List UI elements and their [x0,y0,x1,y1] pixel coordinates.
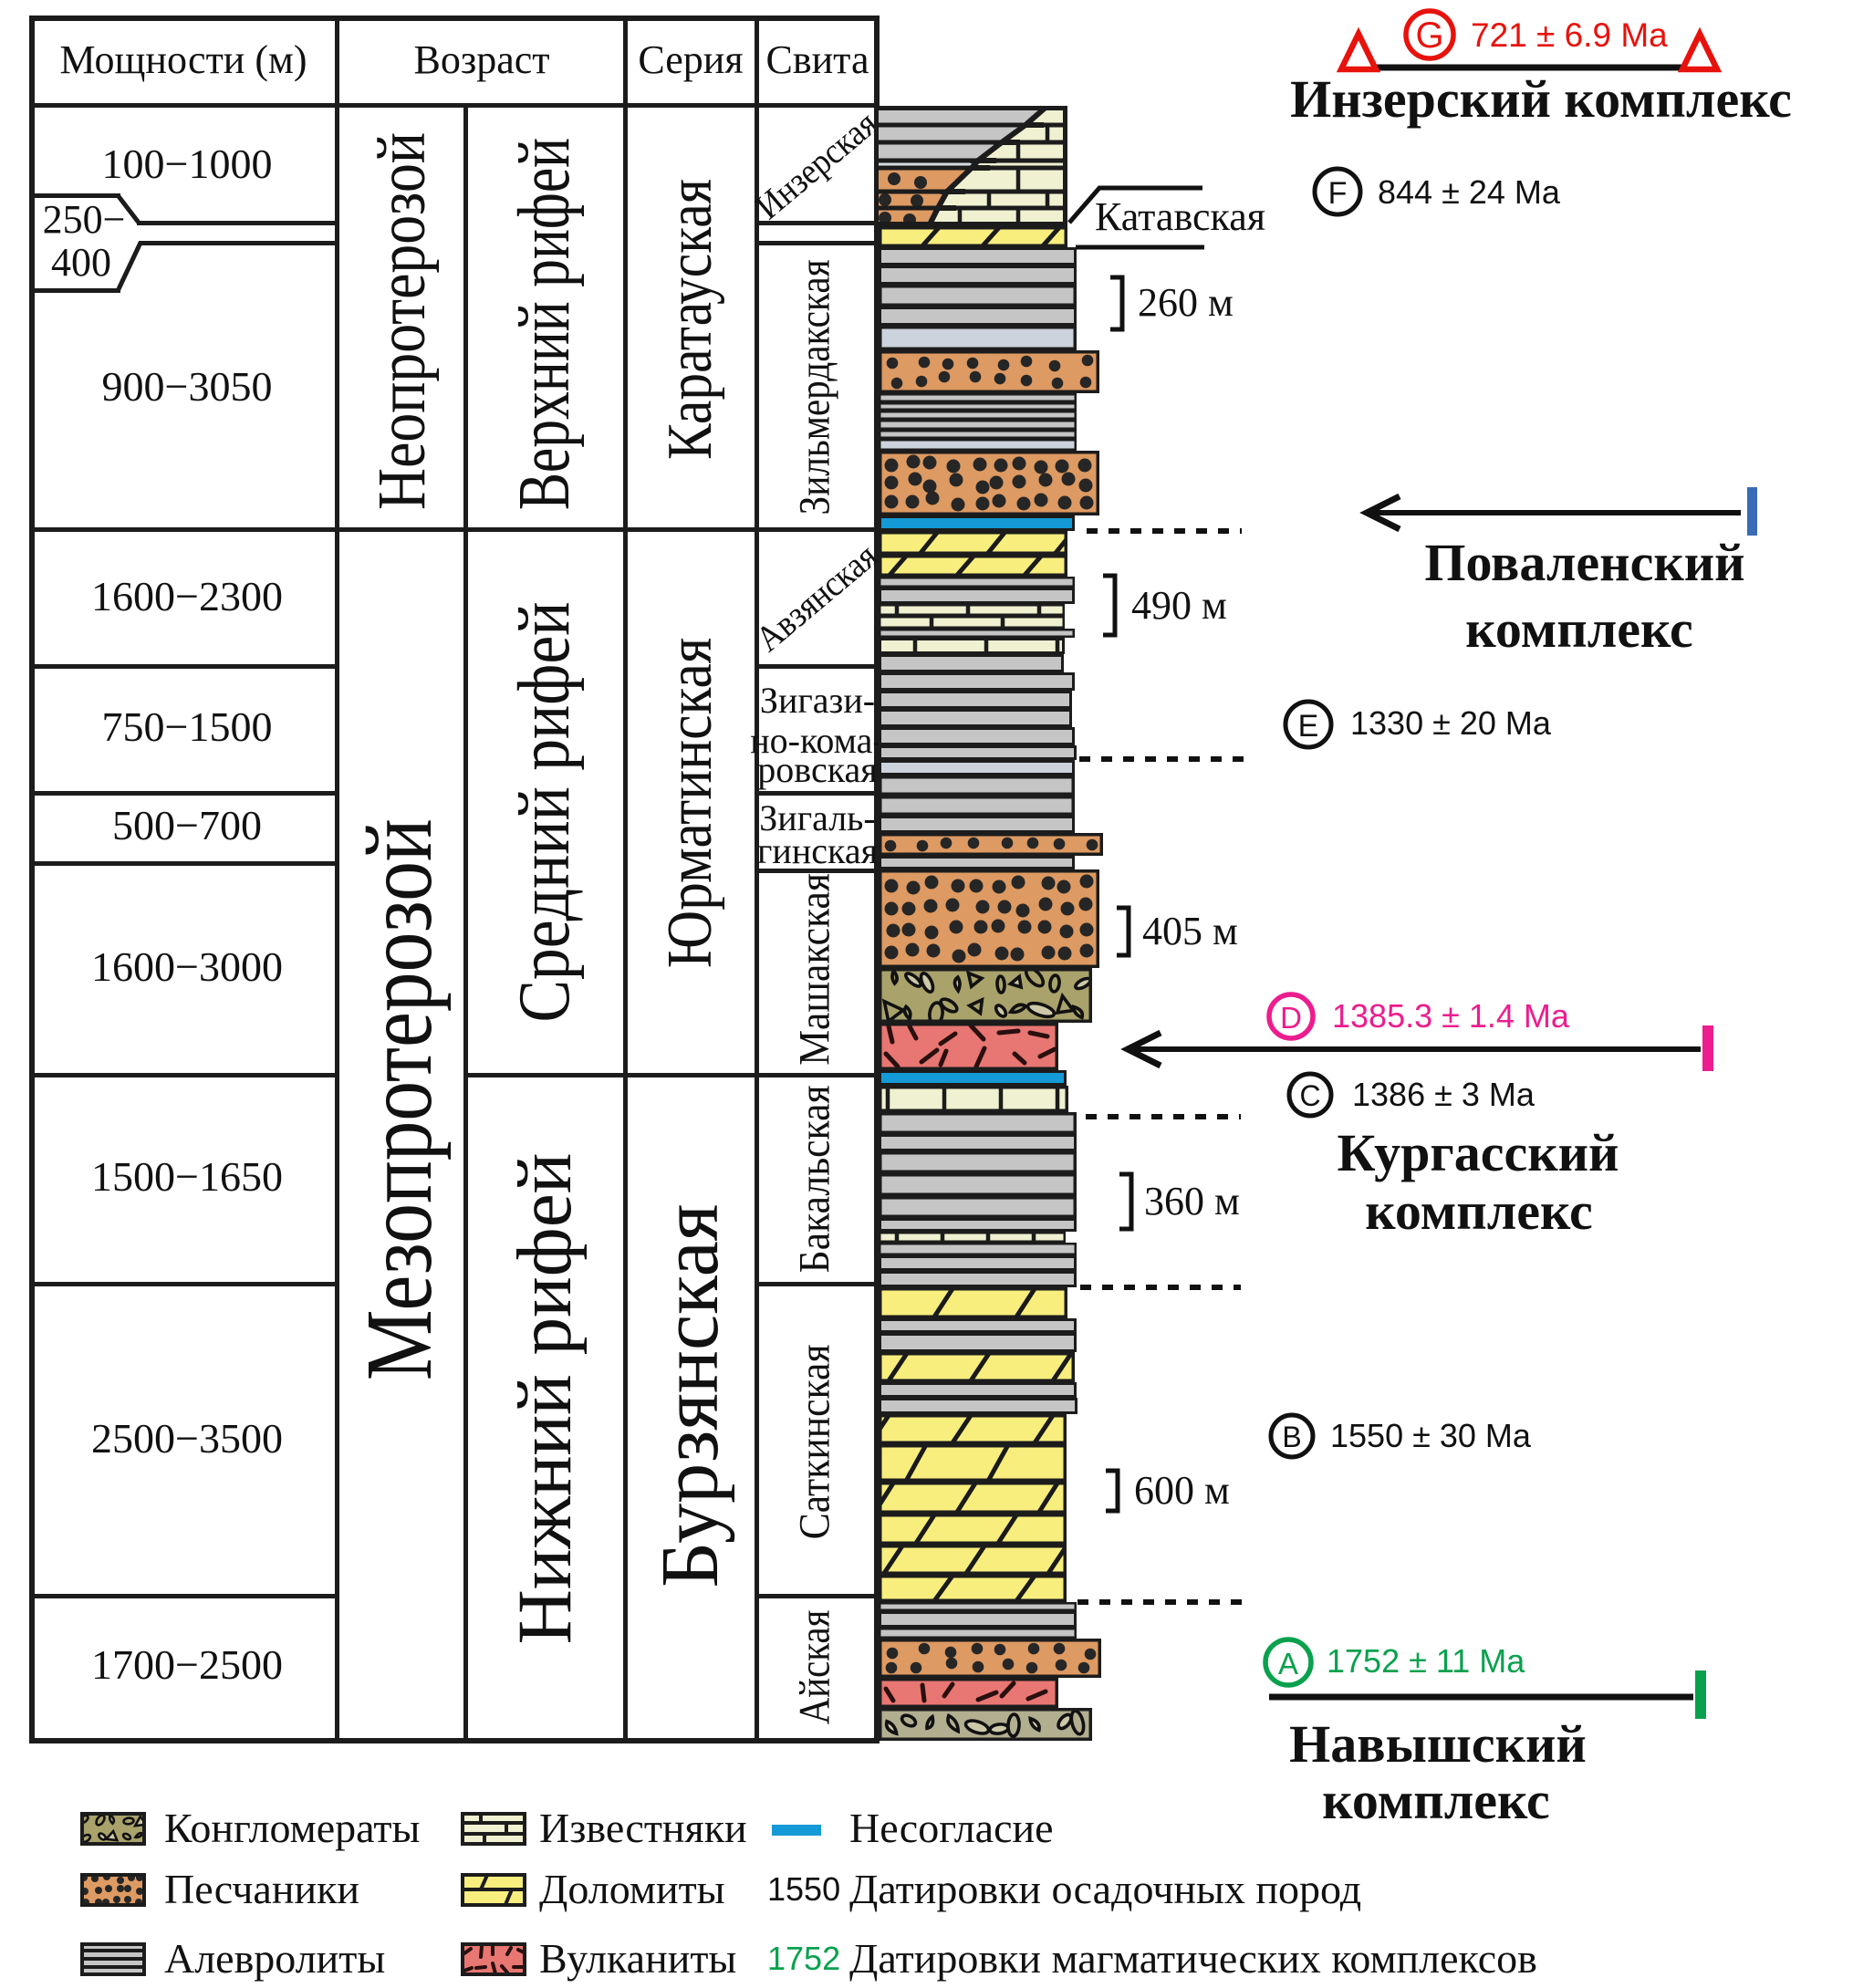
svg-text:G: G [1415,16,1443,56]
svg-text:B: B [1282,1421,1301,1453]
svg-text:F: F [1328,176,1348,211]
svg-text:D: D [1280,1001,1302,1035]
svg-text:E: E [1298,709,1319,744]
svg-text:A: A [1278,1647,1298,1681]
svg-text:C: C [1299,1079,1320,1112]
